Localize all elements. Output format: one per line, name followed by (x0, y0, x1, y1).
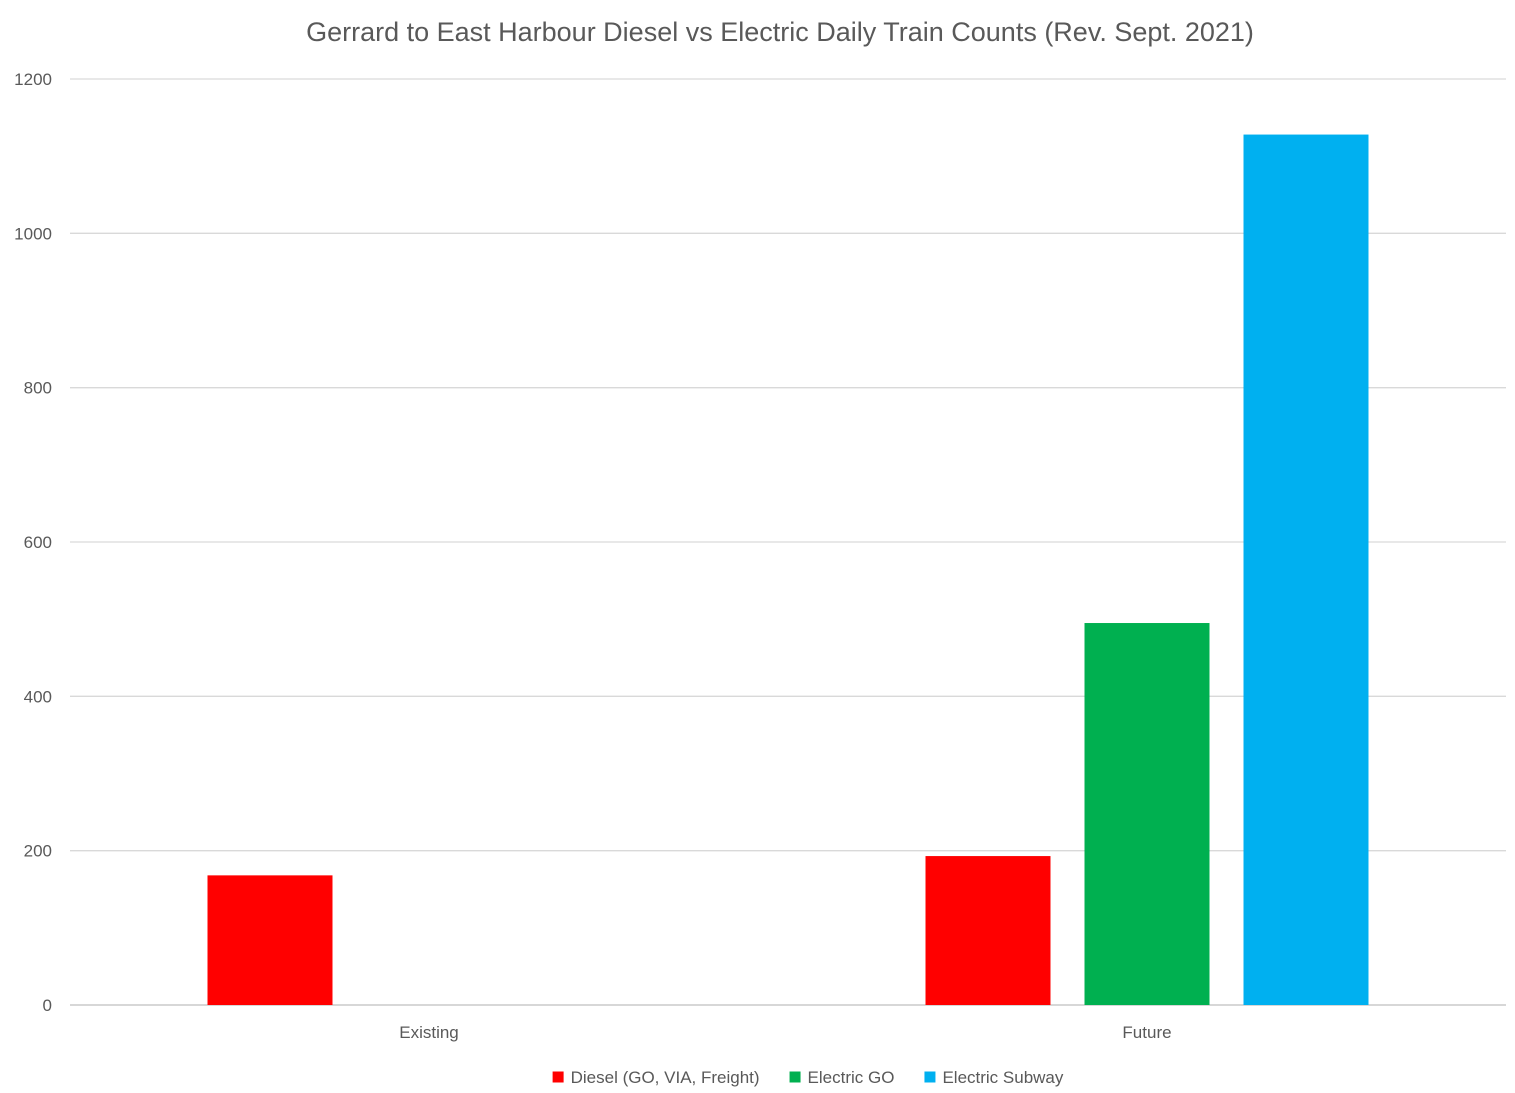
x-tick-label: Future (1122, 1023, 1171, 1042)
y-tick-label: 800 (24, 379, 52, 398)
bar-existing-diesel-go-via-freight (207, 875, 333, 1005)
bar-future-electric-go (1084, 623, 1210, 1005)
legend-swatch (552, 1071, 564, 1083)
y-axis-ticks: 0 200 400 600 800 1000 1200 (14, 70, 52, 1015)
chart-title: Gerrard to East Harbour Diesel vs Electr… (306, 17, 1254, 47)
legend-label: Electric GO (808, 1068, 895, 1087)
y-tick-label: 0 (43, 996, 52, 1015)
x-tick-label: Existing (399, 1023, 459, 1042)
legend-label: Electric Subway (942, 1068, 1063, 1087)
gridlines (70, 78, 1506, 1006)
y-tick-label: 1000 (14, 224, 52, 243)
legend-swatch (924, 1071, 936, 1083)
x-axis-ticks: Existing Future (399, 1023, 1171, 1042)
legend-label: Diesel (GO, VIA, Freight) (571, 1068, 760, 1087)
bars (207, 134, 1369, 1005)
y-tick-label: 600 (24, 533, 52, 552)
bar-future-diesel-go-via-freight (925, 856, 1051, 1005)
y-tick-label: 1200 (14, 70, 52, 89)
legend-swatch (789, 1071, 801, 1083)
y-tick-label: 400 (24, 687, 52, 706)
bar-future-electric-subway (1243, 134, 1369, 1005)
y-tick-label: 200 (24, 842, 52, 861)
legend: Diesel (GO, VIA, Freight) Electric GO Elec… (552, 1068, 1064, 1087)
